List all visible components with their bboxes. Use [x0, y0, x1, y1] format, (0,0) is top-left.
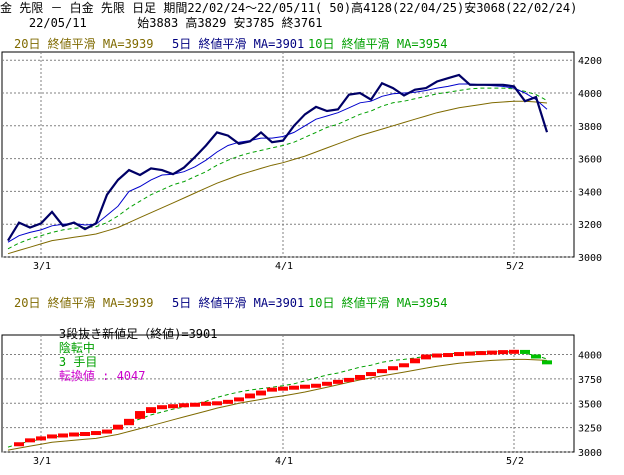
new-price-bar-up [201, 401, 211, 406]
new-price-bar-up [421, 354, 431, 360]
new-price-bar-up [509, 349, 519, 354]
bottom-panel-y-tick-label: 4000 [578, 351, 602, 362]
new-price-bar-down [542, 360, 552, 365]
bottom-ma20-line [7, 358, 548, 451]
new-price-count: 3 手目 [58, 355, 98, 369]
new-price-bar-up [344, 377, 354, 382]
top-legend-ma10: 10日 終値平滑 MA=3954 [308, 37, 448, 51]
top-panel-x-tick-label: 3/1 [33, 261, 51, 272]
top-close-line [7, 73, 549, 242]
bottom-panel-y-tick-label: 3000 [578, 448, 602, 459]
top-panel-y-tick-label: 3000 [578, 253, 602, 264]
new-price-bar-up [410, 358, 420, 364]
new-price-bar-down [531, 354, 541, 359]
new-price-bar-up [278, 386, 288, 391]
top-legend-ma5: 5日 終値平滑 MA=3901 [172, 37, 305, 51]
bottom-panel-x-tick-label: 3/1 [33, 456, 51, 467]
bottom-legend-ma10: 10日 終値平滑 MA=3954 [308, 296, 448, 310]
new-price-bar-up [58, 433, 68, 438]
new-price-bar-up [399, 363, 409, 368]
top-ma20-line [7, 100, 548, 255]
new-price-bar-up [14, 442, 24, 447]
new-price-bar-up [212, 401, 222, 406]
new-price-bar-up [300, 384, 310, 389]
new-price-bar-up [190, 402, 200, 407]
new-price-bar-up [124, 418, 134, 426]
new-price-bar-up [47, 434, 57, 439]
bottom-panel-x-tick-label: 5/2 [506, 456, 524, 467]
bottom-panel-y-tick-label: 3500 [578, 399, 602, 410]
top-panel-x-tick-label: 4/1 [275, 261, 293, 272]
header-period-line: 金 先限 － 白金 先限 日足 期間22/02/24～22/05/11( 50)… [0, 1, 578, 15]
bottom-panel-y-tick-label: 3750 [578, 375, 602, 386]
new-price-bar-up [388, 366, 398, 371]
top-panel-y-tick-label: 3200 [578, 220, 602, 231]
new-price-bar-up [465, 351, 475, 356]
new-price-state: 陰転中 [58, 341, 95, 355]
new-price-bar-up [223, 399, 233, 404]
top-panel-x-tick-label: 5/2 [506, 261, 524, 272]
new-price-bar-up [102, 429, 112, 434]
new-price-bar-up [487, 350, 497, 355]
new-price-label: 3段抜き新値足（終値)=3901 [58, 327, 218, 341]
new-price-bar-up [80, 432, 90, 437]
new-price-bar-up [256, 390, 266, 396]
new-price-bar-up [311, 383, 321, 388]
new-price-bar-down [520, 349, 530, 354]
new-price-bar-up [322, 381, 332, 386]
new-price-bar-up [135, 411, 145, 419]
top-ma10-line [7, 87, 548, 250]
new-price-bar-up [377, 369, 387, 374]
new-price-bar-up [69, 432, 79, 437]
new-price-turn-value: 転換値 : 4047 [58, 369, 146, 383]
top-panel-y-tick-label: 3600 [578, 155, 602, 166]
top-panel-y-tick-label: 3400 [578, 187, 602, 198]
bottom-legend-ma20: 20日 終値平滑 MA=3939 [14, 296, 154, 310]
new-price-bar-up [25, 438, 35, 443]
top-panel-frame [1, 51, 575, 258]
top-legend-ma20: 20日 終値平滑 MA=3939 [14, 37, 154, 51]
new-price-bar-up [36, 436, 46, 441]
new-price-bar-up [432, 353, 442, 358]
bottom-legend-ma5: 5日 終値平滑 MA=3901 [172, 296, 305, 310]
new-price-bar-up [113, 424, 123, 430]
new-price-bar-up [234, 397, 244, 402]
bottom-panel-x-tick-label: 4/1 [275, 456, 293, 467]
new-price-bar-up [454, 352, 464, 357]
new-price-bar-up [91, 431, 101, 436]
new-price-bar-up [333, 379, 343, 384]
new-price-bar-up [476, 351, 486, 356]
new-price-info: 3段抜き新値足（終値)=3901 陰転中 3 手目 転換値 : 4047 [30, 313, 218, 397]
new-price-bar-up [443, 353, 453, 358]
top-ma5-line [7, 83, 548, 243]
new-price-bar-up [366, 372, 376, 377]
bottom-panel-y-tick-label: 3250 [578, 424, 602, 435]
new-price-bar-up [289, 385, 299, 390]
header-ohlc-line: 22/05/11 始3883 高3829 安3785 終3761 [0, 16, 323, 30]
new-price-bar-up [157, 405, 167, 410]
top-panel-y-tick-label: 3800 [578, 122, 602, 133]
new-price-bar-up [179, 403, 189, 408]
top-panel-y-tick-label: 4200 [578, 56, 602, 67]
new-price-bar-up [146, 407, 156, 413]
new-price-bar-up [267, 387, 277, 392]
new-price-bar-up [168, 404, 178, 409]
new-price-bar-up [245, 393, 255, 399]
top-panel-y-tick-label: 4000 [578, 89, 602, 100]
new-price-bar-up [498, 350, 508, 355]
new-price-bar-up [355, 374, 365, 380]
